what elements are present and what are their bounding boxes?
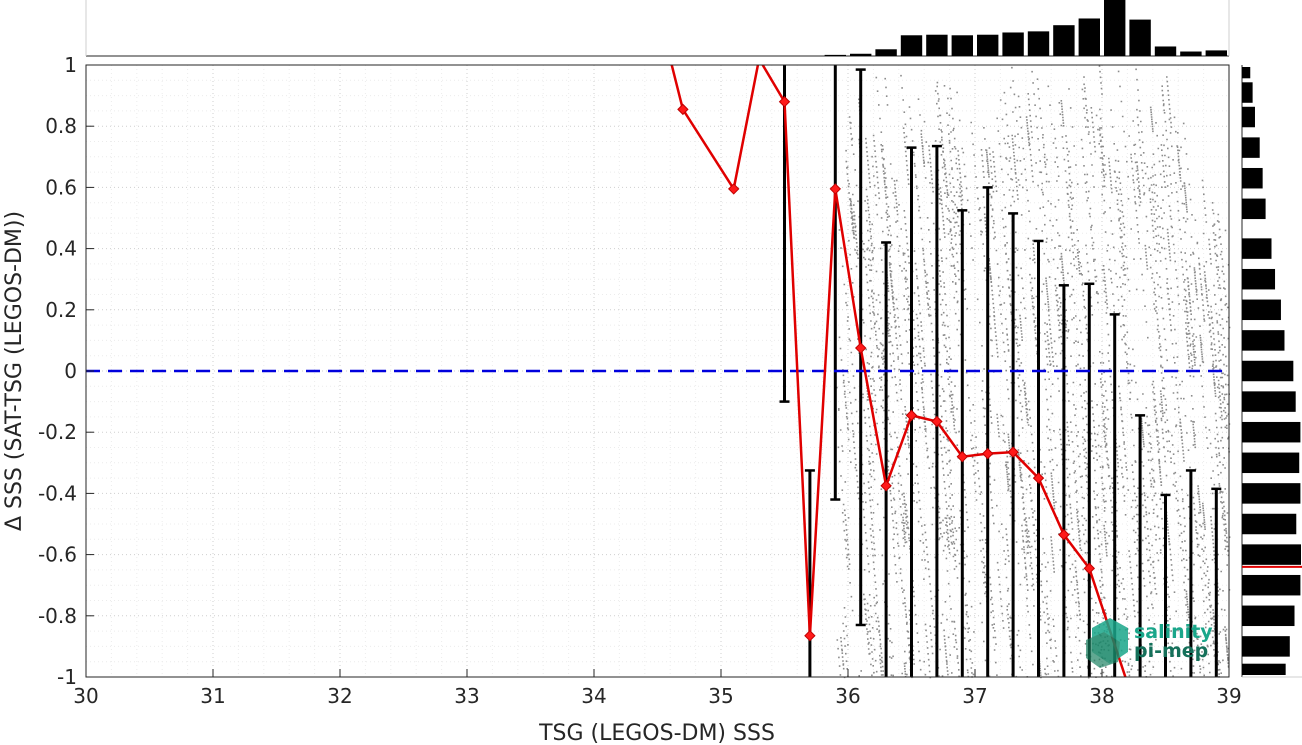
right-histogram-bars	[1242, 67, 1302, 675]
right-histogram-bar	[1242, 663, 1286, 675]
top-histogram-bar	[1002, 32, 1024, 56]
right-histogram-bar	[1242, 605, 1295, 627]
y-tick-label: 0.2	[45, 298, 77, 322]
logo-text-salinity: salinity	[1134, 621, 1213, 643]
mean-marker	[1007, 446, 1019, 458]
x-tick-label: 38	[1089, 684, 1114, 708]
mean-marker	[677, 103, 689, 116]
right-histogram-bar	[1242, 513, 1297, 535]
x-tick-label: 33	[454, 684, 479, 708]
y-tick-label: -0.8	[38, 604, 77, 628]
right-histogram-bar	[1242, 452, 1300, 474]
mean-marker	[880, 480, 892, 492]
x-tick-label: 31	[200, 684, 225, 708]
top-histogram-bar	[1027, 31, 1050, 56]
logo-mark-icon	[1086, 618, 1128, 668]
x-tick-label: 34	[581, 684, 606, 708]
x-axis-label: TSG (LEGOS-DM) SSS	[538, 721, 775, 745]
mean-marker	[956, 450, 969, 463]
top-histogram-bar	[1180, 51, 1202, 56]
mean-line-path	[670, 65, 1127, 677]
right-histogram-bar	[1242, 574, 1301, 596]
top-histogram-bar	[1205, 50, 1227, 56]
mean-line	[670, 65, 1127, 677]
mean-marker	[1032, 472, 1045, 484]
top-histogram-bar	[1129, 19, 1151, 57]
right-histogram	[1241, 65, 1302, 678]
y-tick-label: -1	[57, 665, 77, 689]
y-tick-label: -0.2	[38, 420, 77, 444]
y-tick-label: 0.8	[45, 114, 77, 138]
top-histogram-bar	[875, 49, 897, 56]
mean-marker	[931, 415, 943, 428]
right-histogram-bar	[1242, 360, 1294, 382]
x-axis-ticks: 30 31 32 33 34 35 36 37 38 39	[73, 669, 1242, 708]
right-histogram-bar	[1242, 330, 1285, 351]
mean-marker	[804, 629, 816, 642]
x-tick-label: 35	[708, 684, 733, 708]
right-histogram-bar	[1242, 544, 1301, 565]
main-axes: salinity pi-mep 30 31 32 33 34 35 36 37 38 39 -1-…	[2, 53, 1242, 745]
top-histogram-bar	[850, 53, 872, 56]
right-histogram-bar	[1242, 421, 1301, 443]
right-histogram-bar	[1242, 167, 1263, 189]
y-tick-label: -0.6	[38, 543, 77, 567]
right-histogram-bar	[1242, 636, 1290, 657]
y-axis-label: Δ SSS (SAT-TSG (LEGOS-DM))	[2, 211, 27, 531]
right-histogram-bar	[1242, 137, 1260, 158]
top-histogram-bar	[951, 35, 973, 56]
x-tick-label: 30	[73, 684, 98, 708]
mean-marker	[727, 183, 740, 195]
mean-marker	[905, 409, 918, 422]
mean-marker	[981, 447, 994, 460]
y-tick-label: 0	[64, 359, 77, 383]
y-tick-label: -0.4	[38, 481, 77, 505]
top-histogram-bar	[824, 54, 846, 56]
right-histogram-bar	[1242, 67, 1251, 79]
top-histogram-bar	[977, 34, 999, 56]
logo-text-pimep: pi-mep	[1134, 640, 1208, 662]
x-tick-label: 39	[1216, 684, 1241, 708]
x-tick-label: 36	[835, 684, 860, 708]
right-histogram-bar	[1242, 106, 1255, 128]
x-tick-label: 37	[962, 684, 987, 708]
y-tick-label: 0.4	[45, 237, 77, 261]
top-histogram-bar	[1053, 25, 1075, 56]
right-histogram-bar	[1242, 268, 1276, 290]
top-histogram-bars	[824, 0, 1227, 57]
x-tick-label: 32	[327, 684, 352, 708]
top-histogram-bar	[900, 35, 923, 56]
y-tick-label: 1	[64, 53, 77, 77]
mean-marker	[1083, 562, 1096, 575]
top-histogram	[85, 0, 1230, 57]
mean-marker	[829, 183, 842, 195]
top-histogram-bar	[1104, 0, 1126, 56]
right-histogram-bar	[1242, 198, 1266, 220]
right-histogram-bar	[1242, 82, 1253, 103]
y-tick-label: 0.6	[45, 175, 77, 199]
top-histogram-bar	[926, 34, 948, 56]
right-histogram-bar	[1242, 238, 1272, 259]
y-axis-ticks: -1 -0.8 -0.6 -0.4 -0.2 0 0.2 0.4 0.6 0.8 1	[38, 53, 94, 689]
mean-marker	[778, 96, 791, 108]
right-histogram-bar	[1242, 299, 1281, 321]
mean-marker	[1058, 529, 1070, 541]
right-histogram-bar	[1242, 483, 1301, 504]
salinity-pimep-logo: salinity pi-mep	[1086, 618, 1213, 668]
mean-marker	[854, 342, 867, 354]
right-histogram-bar	[1242, 391, 1296, 412]
top-histogram-bar	[1078, 18, 1100, 56]
top-histogram-bar	[1154, 46, 1177, 56]
